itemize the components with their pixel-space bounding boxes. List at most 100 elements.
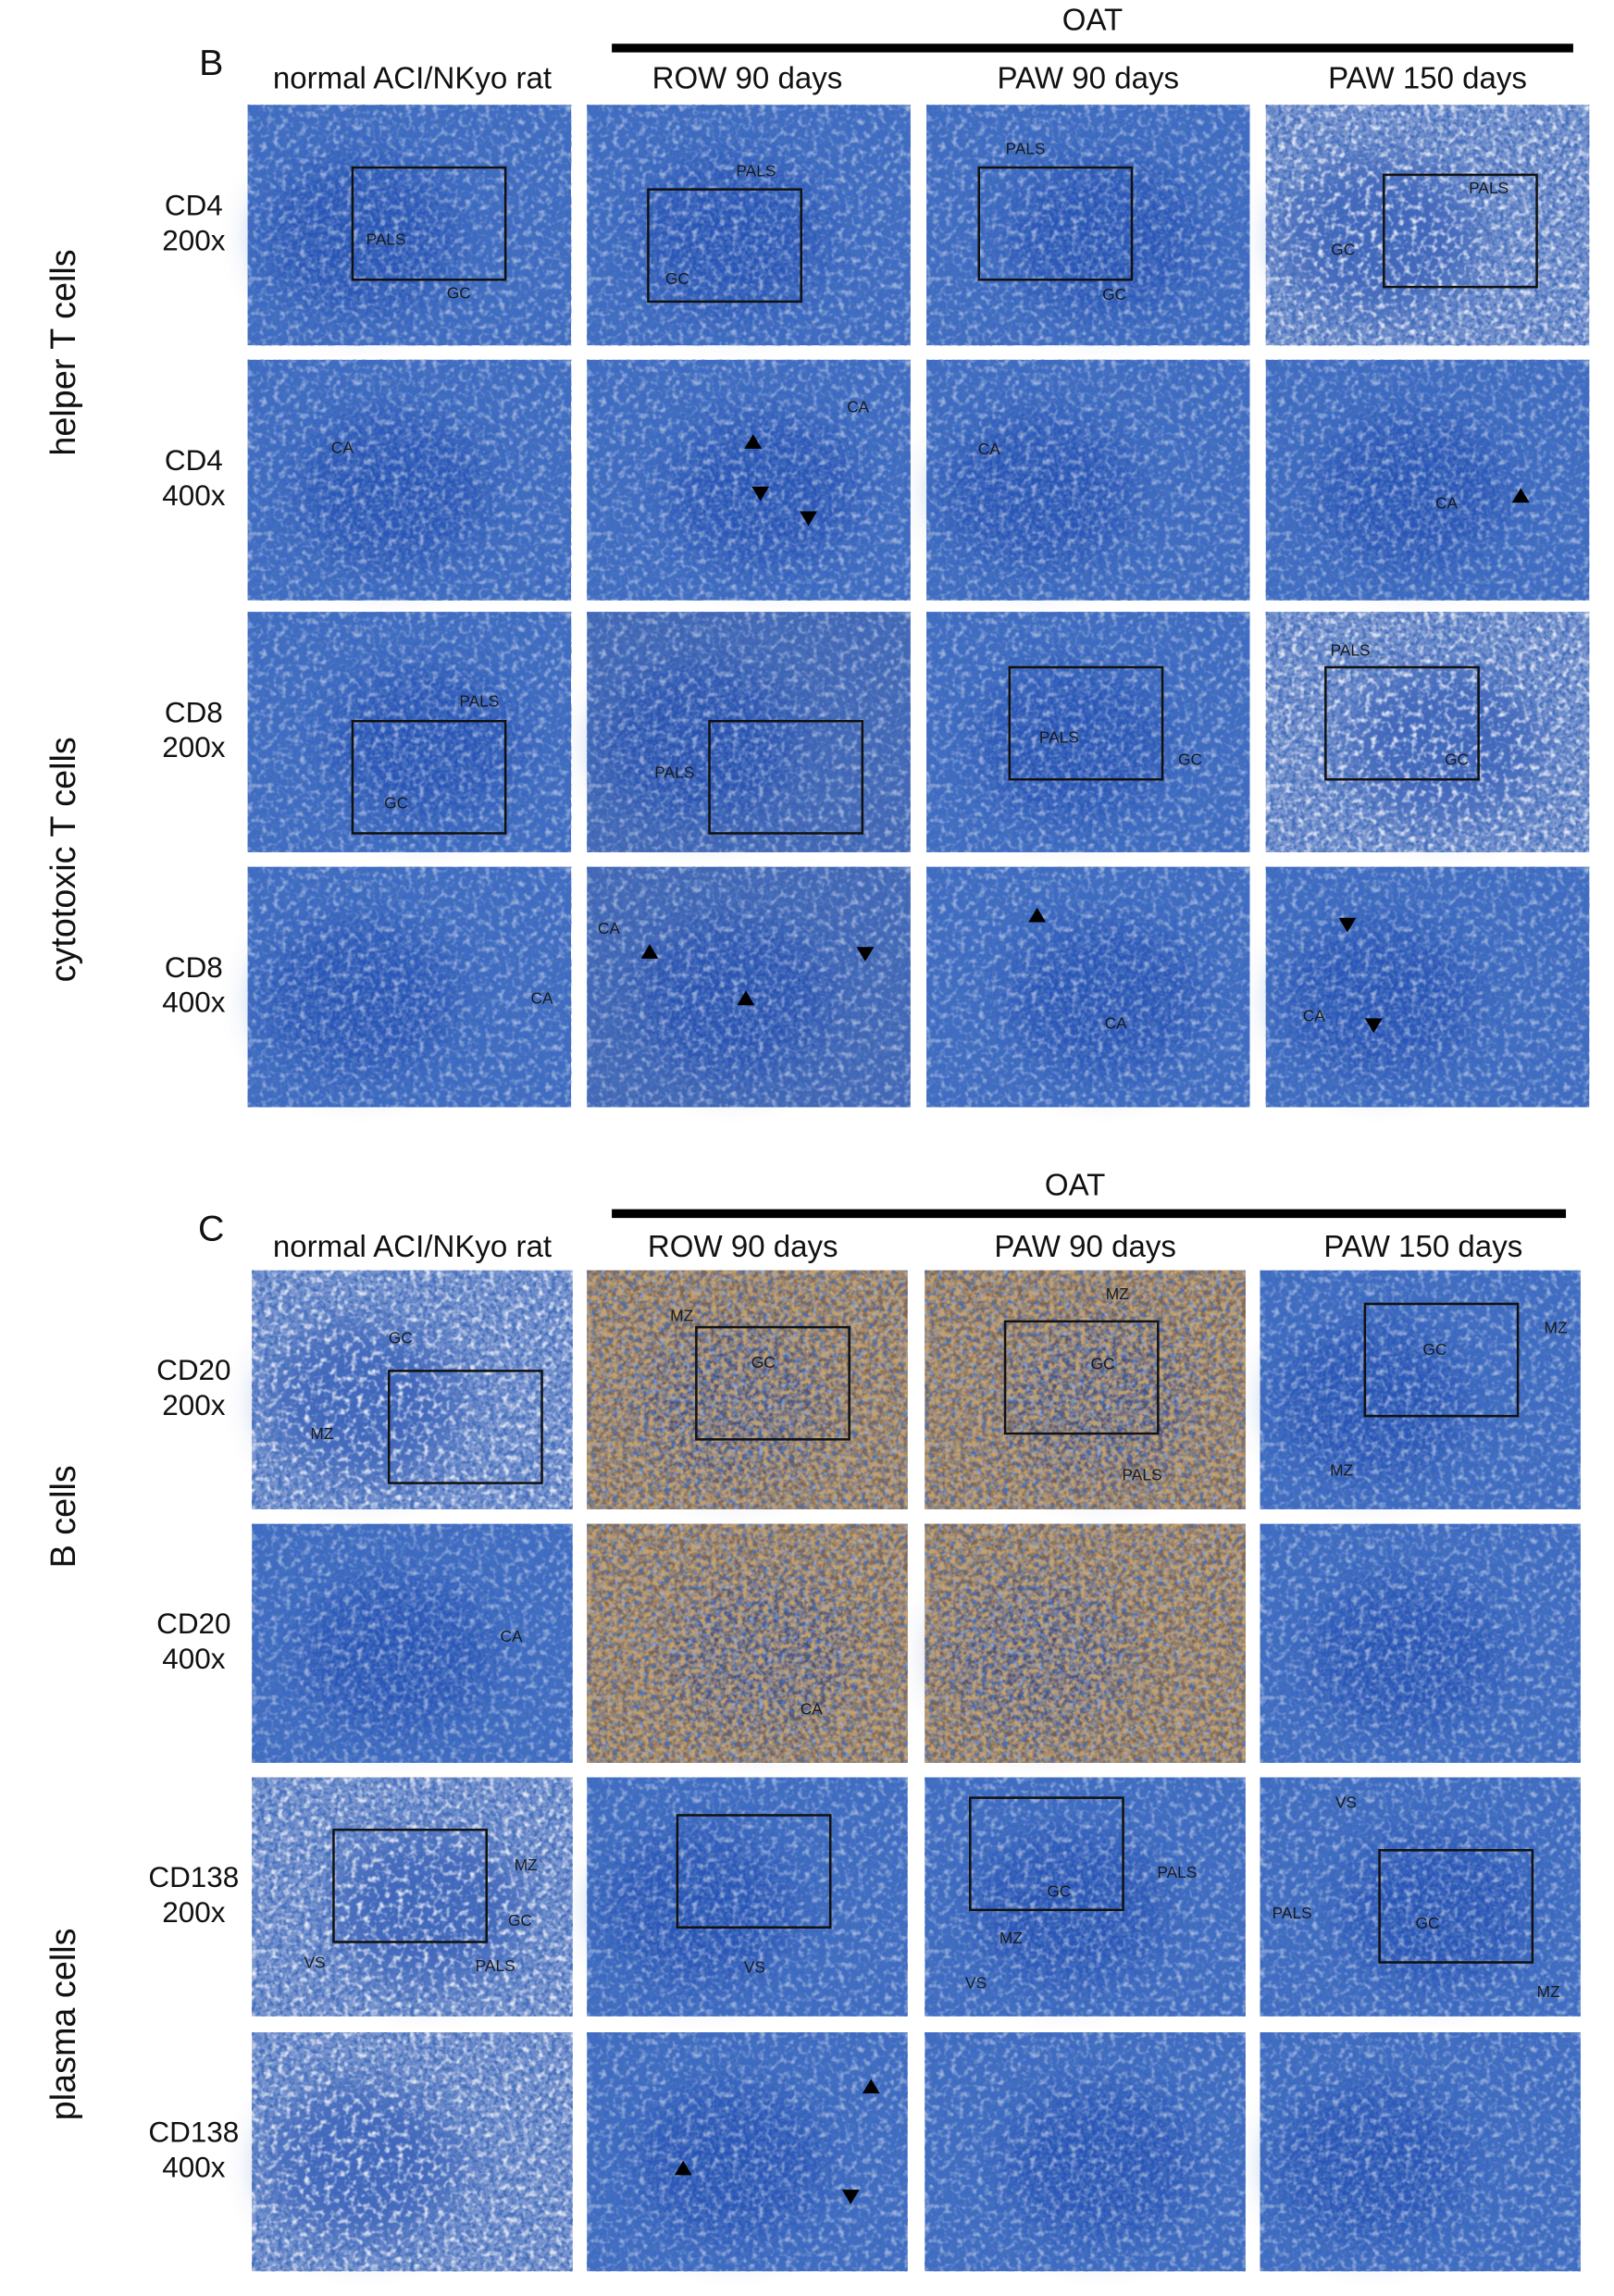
texture (926, 359, 1250, 601)
row-marker: CD20 (156, 1354, 230, 1386)
annotation: GC (1331, 240, 1355, 258)
micrograph: CA (252, 1523, 573, 1763)
inset-box (351, 166, 507, 281)
arrowhead (640, 944, 659, 959)
micrograph (252, 2032, 573, 2272)
annotation: GC (1091, 1355, 1115, 1373)
annotation: GC (1102, 285, 1126, 304)
column-header: ROW 90 days (652, 61, 843, 95)
arrowhead (862, 2079, 880, 2094)
annotation: GC (384, 794, 408, 813)
micrograph: PALS GC (247, 105, 572, 346)
annotation: MZ (515, 1855, 538, 1874)
texture (1260, 1270, 1581, 1509)
inset-box (647, 188, 802, 304)
micrograph: PALS (587, 612, 911, 852)
row-magnification: 400x (162, 2151, 225, 2183)
annotation: GC (1178, 750, 1202, 768)
micrograph: GC MZ MZ (1260, 1270, 1581, 1509)
annotation: CA (331, 438, 354, 456)
texture (1265, 866, 1590, 1108)
annotation: PALS (654, 763, 694, 781)
micrograph: PALS GC (926, 612, 1250, 852)
arrowhead (1338, 917, 1357, 933)
micrograph: CA (587, 866, 911, 1108)
annotation: MZ (1537, 1982, 1560, 2001)
arrowhead (1364, 1018, 1383, 1034)
panel: C OAT normal ACI/NKyo rat ROW 90 days PAW 90… (44, 1169, 1581, 2272)
annotation: CA (801, 1700, 823, 1719)
micrograph: CA (247, 359, 572, 601)
column-header: PAW 150 days (1323, 1230, 1522, 1264)
inset-box (351, 719, 507, 835)
texture (1265, 105, 1590, 346)
annotation: MZ (1545, 1318, 1568, 1336)
texture (926, 105, 1250, 346)
micrograph: PALS GC MZ VS (925, 1777, 1246, 2017)
group-label: helper T cells (44, 249, 83, 455)
annotation: PALS (736, 161, 776, 180)
arrowhead (674, 2160, 692, 2176)
micrograph: PALS GC (1265, 105, 1590, 346)
annotation: PALS (1331, 640, 1371, 659)
inset-box (676, 1814, 832, 1929)
micrograph (1260, 1523, 1581, 1763)
texture (252, 1777, 573, 2017)
texture (925, 1523, 1246, 1763)
row-marker: CD4 (165, 444, 223, 477)
annotation: VS (965, 1974, 987, 1992)
micrograph (587, 2032, 908, 2272)
row-marker: CD138 (148, 1861, 239, 1893)
texture (926, 612, 1250, 852)
texture (925, 2032, 1246, 2272)
texture (926, 866, 1250, 1108)
micrograph: PALS GC (1265, 612, 1590, 852)
annotation: PALS (1157, 1863, 1197, 1881)
annotation: MZ (1106, 1285, 1129, 1303)
inset-box (695, 1325, 850, 1441)
panel-label: B (199, 43, 223, 83)
micrograph: MZ GC PALS (925, 1270, 1246, 1509)
texture (252, 1270, 573, 1509)
micrograph: CA (926, 359, 1250, 601)
annotation: GC (751, 1353, 776, 1371)
texture (1265, 359, 1590, 601)
annotation: PALS (1039, 728, 1079, 747)
annotation: PALS (366, 230, 406, 248)
micrograph: MZ GC VS PALS (252, 1777, 573, 2017)
arrowhead (800, 511, 818, 527)
micrograph: CA (926, 866, 1250, 1108)
micrograph: VS PALS GC MZ (1260, 1777, 1581, 2017)
annotation: GC (389, 1328, 413, 1347)
inset-box (1383, 173, 1538, 289)
row-marker: CD4 (165, 190, 223, 222)
row-magnification: 200x (162, 1896, 225, 1929)
texture (587, 612, 911, 852)
inset-box (332, 1828, 488, 1943)
column-header: normal ACI/NKyo rat (273, 61, 552, 95)
texture (587, 105, 911, 346)
arrowhead (751, 486, 770, 502)
micrograph (1260, 2032, 1581, 2272)
micrograph: PALS GC (926, 105, 1250, 346)
annotation: PALS (1123, 1465, 1162, 1483)
annotation: CA (500, 1627, 522, 1645)
micrograph: PALS GC (247, 612, 572, 852)
group-label: cytotoxic T cells (44, 737, 83, 982)
texture (587, 866, 911, 1108)
annotation: CA (978, 440, 1000, 458)
micrograph: MZ GC (587, 1270, 908, 1509)
inset-box (1324, 665, 1480, 781)
panel: B OAT normal ACI/NKyo rat ROW 90 days PAW 90… (44, 3, 1590, 1108)
annotation: CA (1105, 1013, 1127, 1032)
texture (1260, 2032, 1581, 2272)
column-header: ROW 90 days (648, 1230, 838, 1264)
group-label: plasma cells (44, 1928, 83, 2120)
texture (587, 1523, 908, 1763)
micrograph: CA (1265, 866, 1590, 1108)
annotation: MZ (670, 1307, 693, 1325)
annotation: VS (1335, 1793, 1357, 1811)
annotation: GC (1416, 1914, 1440, 1932)
annotation: GC (447, 284, 471, 303)
